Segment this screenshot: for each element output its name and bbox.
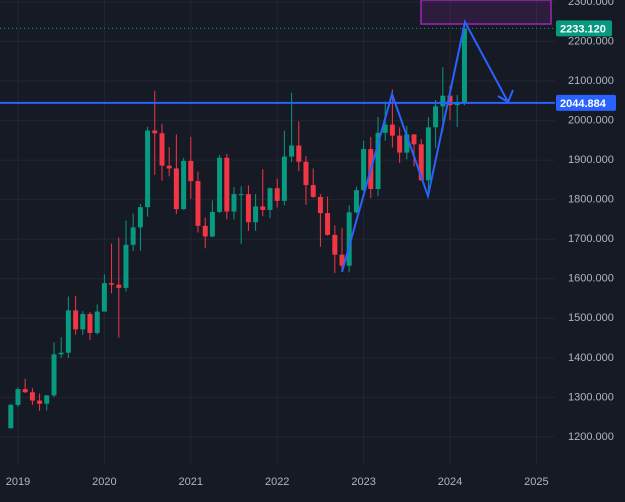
- candle-body: [325, 213, 331, 235]
- candle-body: [310, 185, 316, 197]
- candle-body: [58, 352, 64, 355]
- candle-body: [209, 211, 215, 237]
- candle-body: [137, 207, 143, 228]
- target-zone: [420, 0, 552, 25]
- arrow-head: [497, 89, 514, 104]
- last-price-badge: [556, 20, 612, 37]
- candle-body: [404, 134, 410, 153]
- y-tick-label: 2100.000: [568, 75, 614, 87]
- candle-body: [188, 160, 194, 182]
- candle-body: [361, 149, 367, 191]
- last-price-label: 2233.120: [560, 23, 606, 35]
- candle-body: [87, 313, 93, 333]
- candle-body: [8, 404, 14, 429]
- y-tick-label: 1400.000: [568, 352, 614, 364]
- candle-body: [65, 310, 71, 353]
- candle-body: [353, 190, 359, 213]
- x-tick-label: 2024: [438, 476, 462, 488]
- candle-body: [346, 212, 352, 266]
- y-tick-label: 1600.000: [568, 273, 614, 285]
- drawings: [341, 0, 552, 273]
- candle-body: [159, 133, 165, 166]
- x-tick-label: 2025: [524, 476, 548, 488]
- candle-body: [15, 389, 21, 405]
- candle-body: [303, 161, 309, 186]
- candle-body: [224, 157, 230, 212]
- y-tick-label: 1900.000: [568, 154, 614, 166]
- candle-body: [22, 389, 28, 393]
- candle-body: [447, 95, 453, 106]
- candle-body: [195, 181, 201, 226]
- x-tick-label: 2023: [351, 476, 375, 488]
- candle-body: [397, 135, 403, 153]
- x-tick-label: 2019: [6, 476, 30, 488]
- candle-body: [29, 392, 35, 401]
- candle-body: [245, 194, 251, 223]
- x-tick-label: 2021: [179, 476, 203, 488]
- candle-body: [202, 225, 208, 237]
- candle-body: [101, 283, 107, 312]
- x-tick-label: 2022: [265, 476, 289, 488]
- candle-body: [260, 206, 266, 210]
- candle-body: [281, 156, 287, 201]
- candle-body: [44, 395, 50, 404]
- candle-body: [166, 165, 172, 169]
- plot-area: [0, 0, 555, 465]
- candle-body: [454, 103, 460, 106]
- candle-body: [375, 132, 381, 190]
- y-tick-label: 2200.000: [568, 35, 614, 47]
- zigzag-pattern: [341, 19, 509, 273]
- candle-body: [51, 354, 57, 396]
- candle-body: [109, 283, 115, 285]
- candle-body: [253, 206, 259, 223]
- y-tick-label: 2000.000: [568, 115, 614, 127]
- candle-body: [418, 144, 424, 181]
- y-tick-label: 2300.000: [568, 0, 614, 8]
- price-axis: 1200.000 1300.000 1400.000 1500.000 1600.000…: [6, 0, 616, 488]
- candle-body: [217, 157, 223, 212]
- candle-body: [116, 284, 122, 288]
- candle-body: [382, 124, 388, 133]
- candle-body: [267, 188, 273, 210]
- candle-body: [130, 227, 136, 245]
- candle-body: [425, 127, 431, 181]
- candle-body: [440, 95, 446, 107]
- candle-body: [433, 106, 439, 128]
- candle-body: [238, 194, 244, 196]
- candle-body: [152, 130, 158, 134]
- x-tick-label: 2020: [92, 476, 116, 488]
- candle-body: [461, 28, 467, 104]
- y-tick-label: 1800.000: [568, 194, 614, 206]
- candle-body: [123, 244, 129, 288]
- candle-body: [411, 134, 417, 145]
- hline-badge: [556, 94, 616, 111]
- candle-body: [289, 145, 295, 157]
- candle-body: [389, 124, 395, 136]
- candle-body: [80, 313, 86, 330]
- y-tick-label: 1300.000: [568, 391, 614, 403]
- candle-body: [231, 194, 237, 212]
- candle-body: [317, 196, 323, 214]
- candle-body: [145, 130, 151, 208]
- candle-body: [94, 311, 100, 333]
- candle-body: [173, 168, 179, 210]
- y-tick-label: 1700.000: [568, 233, 614, 245]
- candle-body: [37, 400, 43, 404]
- candle-body: [73, 310, 79, 330]
- candle-body: [274, 188, 280, 201]
- hline-label: 2044.884: [560, 98, 607, 110]
- candle-body: [296, 145, 302, 162]
- candle-body: [332, 234, 338, 255]
- candle-body: [339, 254, 345, 266]
- y-tick-label: 1500.000: [568, 312, 614, 324]
- candle-body: [181, 160, 187, 210]
- y-tick-label: 1200.000: [568, 431, 614, 443]
